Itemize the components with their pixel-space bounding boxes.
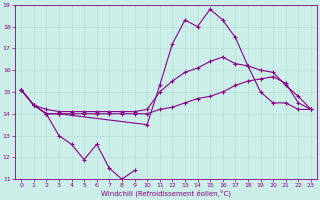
X-axis label: Windchill (Refroidissement éolien,°C): Windchill (Refroidissement éolien,°C) xyxy=(101,190,231,197)
